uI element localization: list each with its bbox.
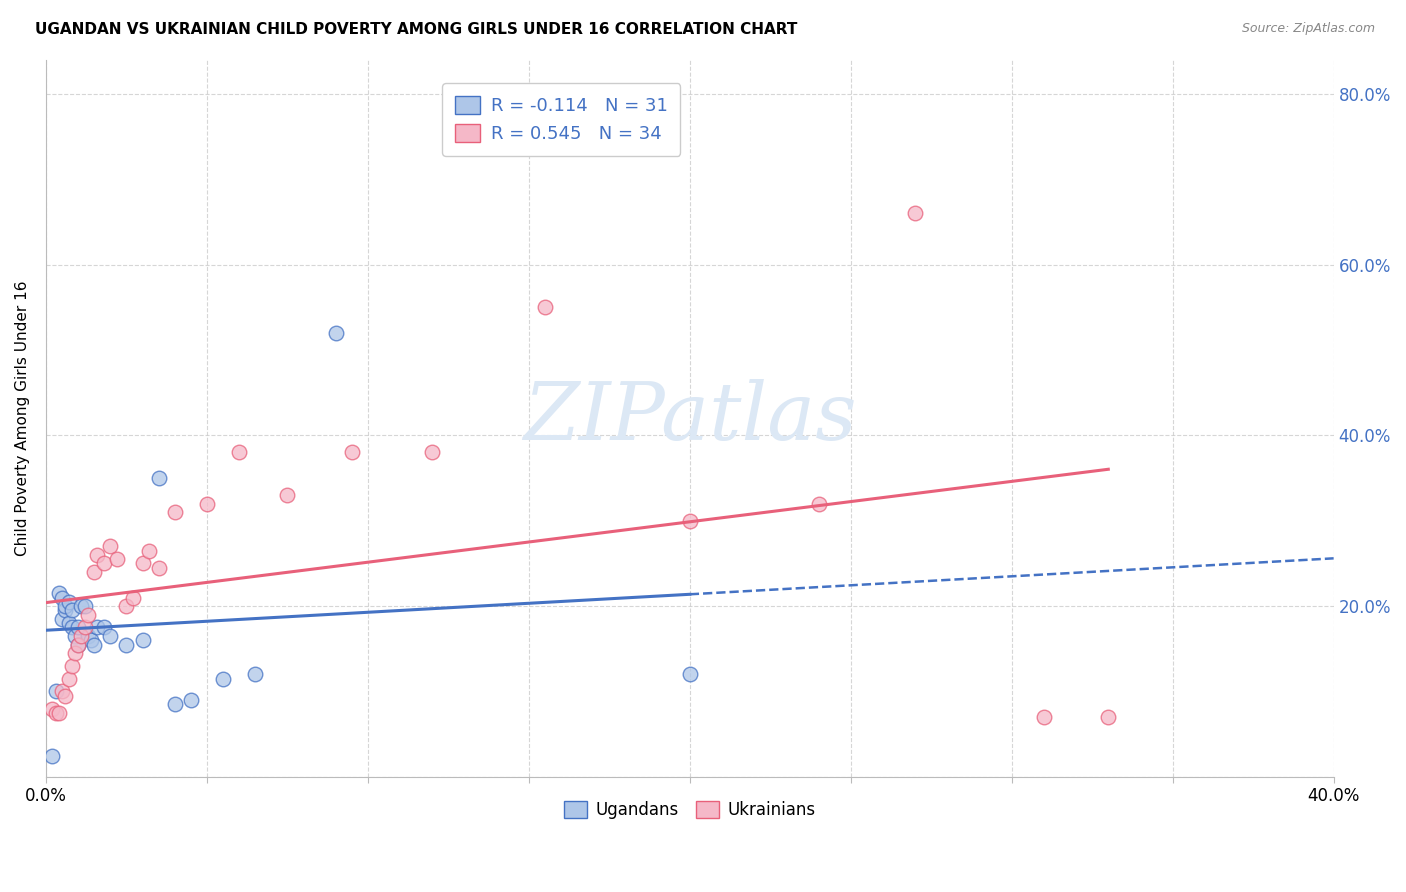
Point	[115, 599, 138, 613]
Point	[51, 684, 73, 698]
Point	[1097, 710, 1119, 724]
Point	[131, 557, 153, 571]
Point	[163, 505, 186, 519]
Point	[53, 689, 76, 703]
Point	[51, 591, 73, 605]
Point	[228, 445, 250, 459]
Point	[63, 629, 86, 643]
Point	[60, 658, 83, 673]
Point	[58, 595, 80, 609]
Point	[70, 629, 93, 643]
Point	[98, 629, 121, 643]
Point	[41, 701, 63, 715]
Point	[148, 560, 170, 574]
Point	[45, 706, 67, 720]
Point	[86, 548, 108, 562]
Point	[1032, 710, 1054, 724]
Point	[76, 607, 98, 622]
Point	[122, 591, 145, 605]
Point	[83, 638, 105, 652]
Point	[212, 672, 235, 686]
Point	[67, 638, 90, 652]
Point	[51, 612, 73, 626]
Point	[195, 497, 218, 511]
Point	[93, 557, 115, 571]
Point	[53, 599, 76, 613]
Legend: Ugandans, Ukrainians: Ugandans, Ukrainians	[557, 795, 823, 826]
Point	[276, 488, 298, 502]
Point	[63, 646, 86, 660]
Point	[41, 748, 63, 763]
Point	[245, 667, 267, 681]
Point	[58, 616, 80, 631]
Point	[48, 706, 70, 720]
Point	[70, 599, 93, 613]
Point	[138, 543, 160, 558]
Point	[60, 603, 83, 617]
Point	[73, 620, 96, 634]
Text: ZIPatlas: ZIPatlas	[523, 379, 856, 457]
Point	[73, 599, 96, 613]
Point	[83, 565, 105, 579]
Point	[67, 638, 90, 652]
Point	[48, 586, 70, 600]
Point	[67, 620, 90, 634]
Point	[420, 445, 443, 459]
Y-axis label: Child Poverty Among Girls Under 16: Child Poverty Among Girls Under 16	[15, 280, 30, 556]
Point	[807, 497, 830, 511]
Point	[80, 633, 103, 648]
Point	[148, 471, 170, 485]
Point	[60, 620, 83, 634]
Point	[93, 620, 115, 634]
Text: UGANDAN VS UKRAINIAN CHILD POVERTY AMONG GIRLS UNDER 16 CORRELATION CHART: UGANDAN VS UKRAINIAN CHILD POVERTY AMONG…	[35, 22, 797, 37]
Point	[163, 698, 186, 712]
Point	[534, 300, 557, 314]
Point	[115, 638, 138, 652]
Point	[904, 206, 927, 220]
Point	[53, 603, 76, 617]
Point	[679, 514, 702, 528]
Point	[76, 629, 98, 643]
Text: Source: ZipAtlas.com: Source: ZipAtlas.com	[1241, 22, 1375, 36]
Point	[105, 552, 128, 566]
Point	[131, 633, 153, 648]
Point	[679, 667, 702, 681]
Point	[86, 620, 108, 634]
Point	[180, 693, 202, 707]
Point	[58, 672, 80, 686]
Point	[45, 684, 67, 698]
Point	[340, 445, 363, 459]
Point	[98, 539, 121, 553]
Point	[325, 326, 347, 340]
